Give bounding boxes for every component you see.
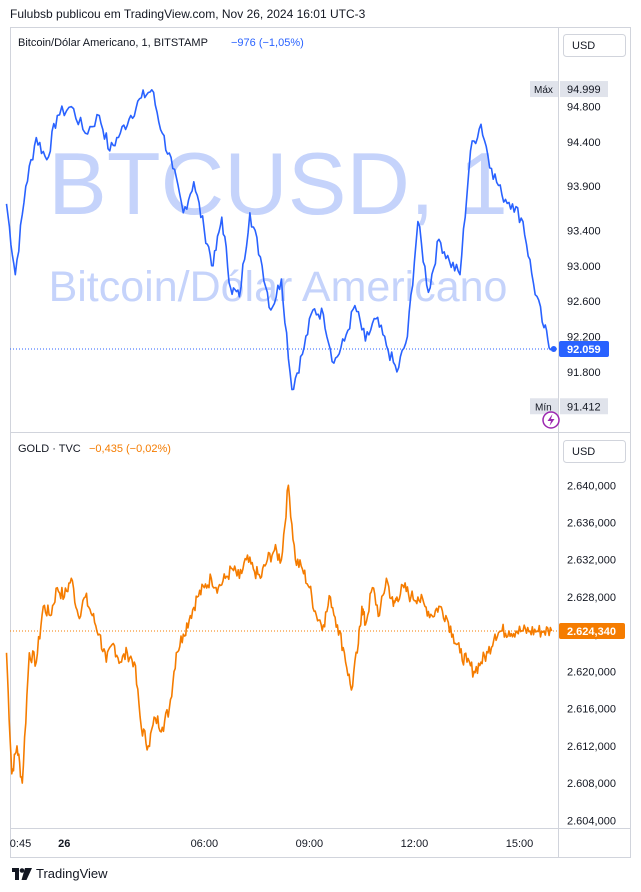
gold-tick-label: 2.612,000 (567, 741, 616, 753)
btc-currency-label: USD (572, 40, 595, 52)
btc-max-label: Máx (534, 85, 553, 96)
gold-last-price-value: 2.624,340 (567, 626, 616, 638)
gold-tick-label: 2.608,000 (567, 778, 616, 790)
btc-min-label: Mín (535, 402, 552, 413)
gold-currency-label: USD (572, 446, 595, 458)
gold-legend-change: −0,435 (−0,02%) (89, 443, 171, 455)
time-tick-label: 06:00 (191, 838, 219, 850)
btc-min-label-bg (530, 398, 558, 415)
btc-price-scale: 94.800 94.400 93.900 93.400 93.000 92.600 92.2… (530, 81, 609, 415)
btc-price-line (5, 89, 558, 391)
time-scale: 0:45 26 06:00 09:00 12:00 15:00 (10, 838, 533, 850)
btc-series-line (5, 89, 553, 391)
gold-tick-label: 2.636,000 (567, 518, 616, 530)
btc-min-value: 91.412 (567, 401, 601, 413)
gold-tick-label: 2.628,000 (567, 592, 616, 604)
gold-price-scale: 2.640,000 2.636,000 2.632,000 2.628,000 2.62… (559, 480, 625, 827)
footer-brand[interactable]: TradingView (12, 866, 108, 881)
gold-currency-button[interactable] (563, 440, 626, 463)
tradingview-logo-icon (12, 867, 32, 880)
watermark-ticker: BTCUSD, 1 (48, 134, 508, 233)
time-tick-label: 15:00 (506, 838, 534, 850)
gold-tick-label: 2.640,000 (567, 480, 616, 492)
btc-tick-label: 94.400 (567, 137, 601, 149)
gold-tick-label: 2.604,000 (567, 815, 616, 827)
btc-max-value-bg (560, 81, 608, 98)
time-tick-label: 12:00 (401, 838, 429, 850)
btc-tick-label: 91.800 (567, 367, 601, 379)
btc-tick-label: 92.600 (567, 296, 601, 308)
btc-tick-label: 93.900 (567, 181, 601, 193)
gold-tick-label: 2.616,000 (567, 704, 616, 716)
btc-max-value: 94.999 (567, 84, 601, 96)
time-tick-label: 09:00 (296, 838, 324, 850)
gold-legend-symbol[interactable]: GOLD · TVC (18, 443, 81, 455)
gold-tick-label: 2.620,000 (567, 666, 616, 678)
time-tick-label: 26 (58, 838, 70, 850)
btc-last-price-tag (559, 341, 609, 358)
btc-legend-change: −976 (−1,05%) (231, 37, 304, 49)
btc-tick-label: 92.200 (567, 332, 601, 344)
btc-tick-label: 94.800 (567, 102, 601, 114)
publication-header: Fulubsb publicou em TradingView.com, Nov… (10, 7, 366, 21)
btc-min-value-bg (560, 398, 608, 415)
btc-max-label-bg (530, 81, 558, 98)
lightning-icon[interactable] (542, 411, 560, 429)
chart-frame (10, 27, 631, 858)
btc-tick-label: 93.000 (567, 261, 601, 273)
gold-price-line (5, 484, 558, 784)
btc-currency-button[interactable] (563, 34, 626, 57)
btc-legend-symbol[interactable]: Bitcoin/Dólar Americano, 1, BITSTAMP (18, 37, 208, 49)
gold-series-line (5, 484, 553, 784)
btc-last-price-value: 92.059 (567, 344, 601, 356)
footer-brand-label: TradingView (36, 866, 108, 881)
time-tick-label: 0:45 (10, 838, 31, 850)
gold-last-price-tag (559, 623, 625, 640)
gold-tick-label: 2.632,000 (567, 555, 616, 567)
btc-last-point (550, 346, 557, 353)
btc-tick-label: 93.400 (567, 225, 601, 237)
